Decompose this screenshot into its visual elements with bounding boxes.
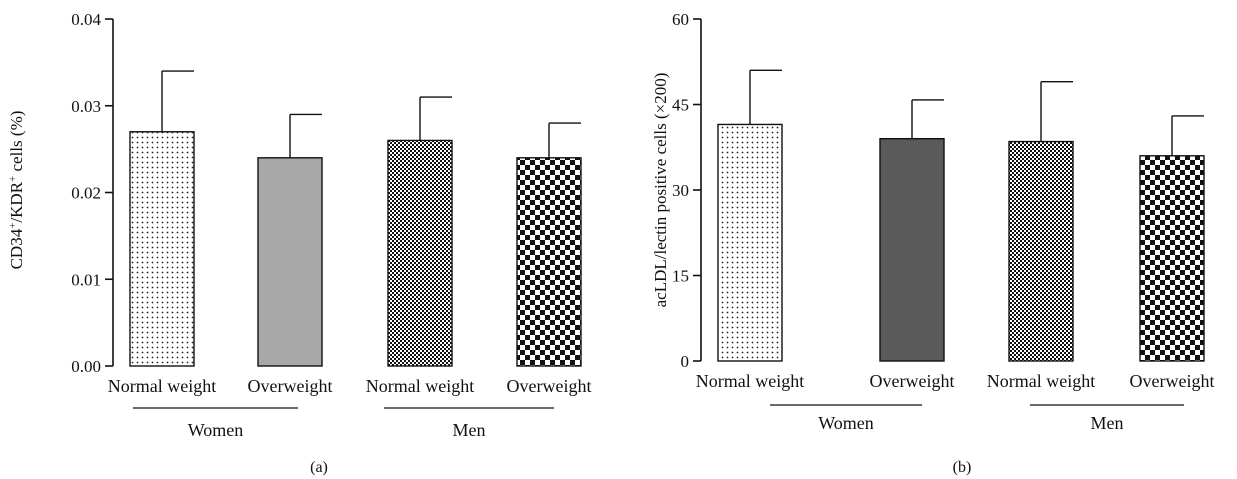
panel-a-error-bar-4 [548,122,581,158]
panel-a-y-tick-label: 0.03 [71,97,101,116]
panel-a-group-label: Women [188,420,244,440]
panel-a-error-bar-1 [161,70,194,132]
panel-b-y-tick-label: 45 [672,96,689,115]
panel-b-category-label: Overweight [870,371,955,391]
panel-b-bars [717,69,1205,362]
panel-a-error-bar-3 [419,96,452,141]
panel-a-group-label: Men [453,420,486,440]
panel-a-category-label: Overweight [248,376,333,396]
panel-a-category-labels: Normal weight Overweight Normal weight Over… [108,376,592,396]
panel-a-label: (a) [310,459,328,476]
panel-a-bar-2 [257,157,323,367]
panel-b-category-labels: Normal weight Overweight Normal weight Over… [696,371,1215,391]
panel-b-group-labels: Women Men [770,404,1184,433]
panel-b-error-bar-1 [749,69,782,125]
panel-b-group-label: Men [1091,413,1124,433]
panel-a-group-labels: Women Men [133,407,554,440]
panel-a-category-label: Normal weight [108,376,216,396]
panel-b-error-bar-4 [1171,115,1204,156]
panel-a-bar-1 [129,131,195,367]
panel-a-y-tick-label: 0.00 [71,357,101,376]
chart-panel-a: 0.00 0.01 0.02 0.03 0.04 Normal weight Overwe… [7,10,591,476]
panel-b-bar-3 [1008,140,1074,362]
panel-b-error-bar-2 [911,99,944,139]
panel-b-y-tick-label: 15 [672,267,689,286]
panel-a-category-label: Normal weight [366,376,474,396]
panel-b-category-label: Normal weight [696,371,804,391]
panel-a-y-tick-label: 0.02 [71,184,101,203]
panel-a-category-label: Overweight [507,376,592,396]
panel-b-bar-4 [1139,155,1205,362]
panel-a-y-tick-label: 0.01 [71,270,101,289]
panel-a-y-axis-title: CD34+/KDR+ cells (%) [7,111,26,270]
panel-b-error-bar-3 [1040,81,1073,142]
panel-b-category-label: Normal weight [987,371,1095,391]
panel-b-y-tick-label: 30 [672,181,689,200]
panel-b-label: (b) [953,459,972,476]
panel-b-bar-2 [879,137,945,362]
panel-b-y-tick-label: 0 [681,352,690,371]
panel-b-category-label: Overweight [1130,371,1215,391]
panel-a-axes: 0.00 0.01 0.02 0.03 0.04 [71,10,114,376]
panel-a-bar-3 [387,139,453,367]
panel-a-bar-4 [516,157,582,367]
panel-a-y-tick-label: 0.04 [71,10,101,29]
panel-a-bars [129,70,582,367]
panel-a-error-bar-2 [289,113,322,158]
panel-b-bar-1 [717,123,783,362]
panel-b-axes: 0 15 30 45 60 [672,10,702,371]
panel-b-group-label: Women [818,413,874,433]
panel-b-y-tick-label: 60 [672,10,689,29]
panel-b-y-axis-title: acLDL/lectin positive cells (×200) [651,73,670,308]
